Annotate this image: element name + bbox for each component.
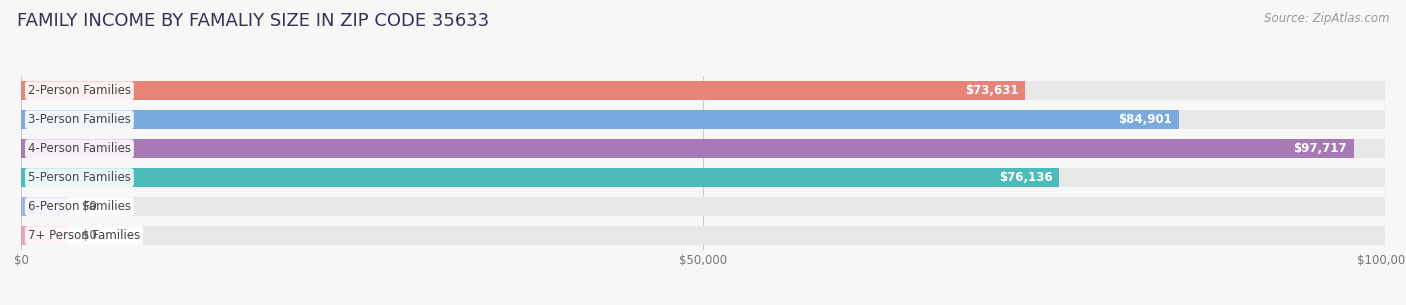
Bar — [21, 197, 1385, 216]
Bar — [21, 139, 1354, 158]
Bar — [21, 226, 69, 245]
Bar — [21, 197, 69, 216]
Text: $76,136: $76,136 — [1000, 171, 1053, 184]
Text: 7+ Person Families: 7+ Person Families — [28, 229, 141, 242]
Text: 4-Person Families: 4-Person Families — [28, 142, 131, 155]
Text: $0: $0 — [83, 200, 97, 213]
Bar — [21, 168, 1060, 187]
Text: 3-Person Families: 3-Person Families — [28, 113, 131, 126]
Text: FAMILY INCOME BY FAMALIY SIZE IN ZIP CODE 35633: FAMILY INCOME BY FAMALIY SIZE IN ZIP COD… — [17, 12, 489, 30]
Text: 2-Person Families: 2-Person Families — [28, 84, 131, 97]
Bar — [21, 110, 1385, 129]
Text: 5-Person Families: 5-Person Families — [28, 171, 131, 184]
Text: $84,901: $84,901 — [1118, 113, 1173, 126]
Text: $73,631: $73,631 — [965, 84, 1018, 97]
Text: $0: $0 — [83, 229, 97, 242]
Text: 6-Person Families: 6-Person Families — [28, 200, 131, 213]
Bar — [21, 168, 1385, 187]
Text: Source: ZipAtlas.com: Source: ZipAtlas.com — [1264, 12, 1389, 25]
Bar — [21, 139, 1385, 158]
Text: $97,717: $97,717 — [1294, 142, 1347, 155]
Bar — [21, 81, 1385, 100]
Bar — [21, 81, 1025, 100]
Bar — [21, 226, 1385, 245]
Bar — [21, 110, 1180, 129]
